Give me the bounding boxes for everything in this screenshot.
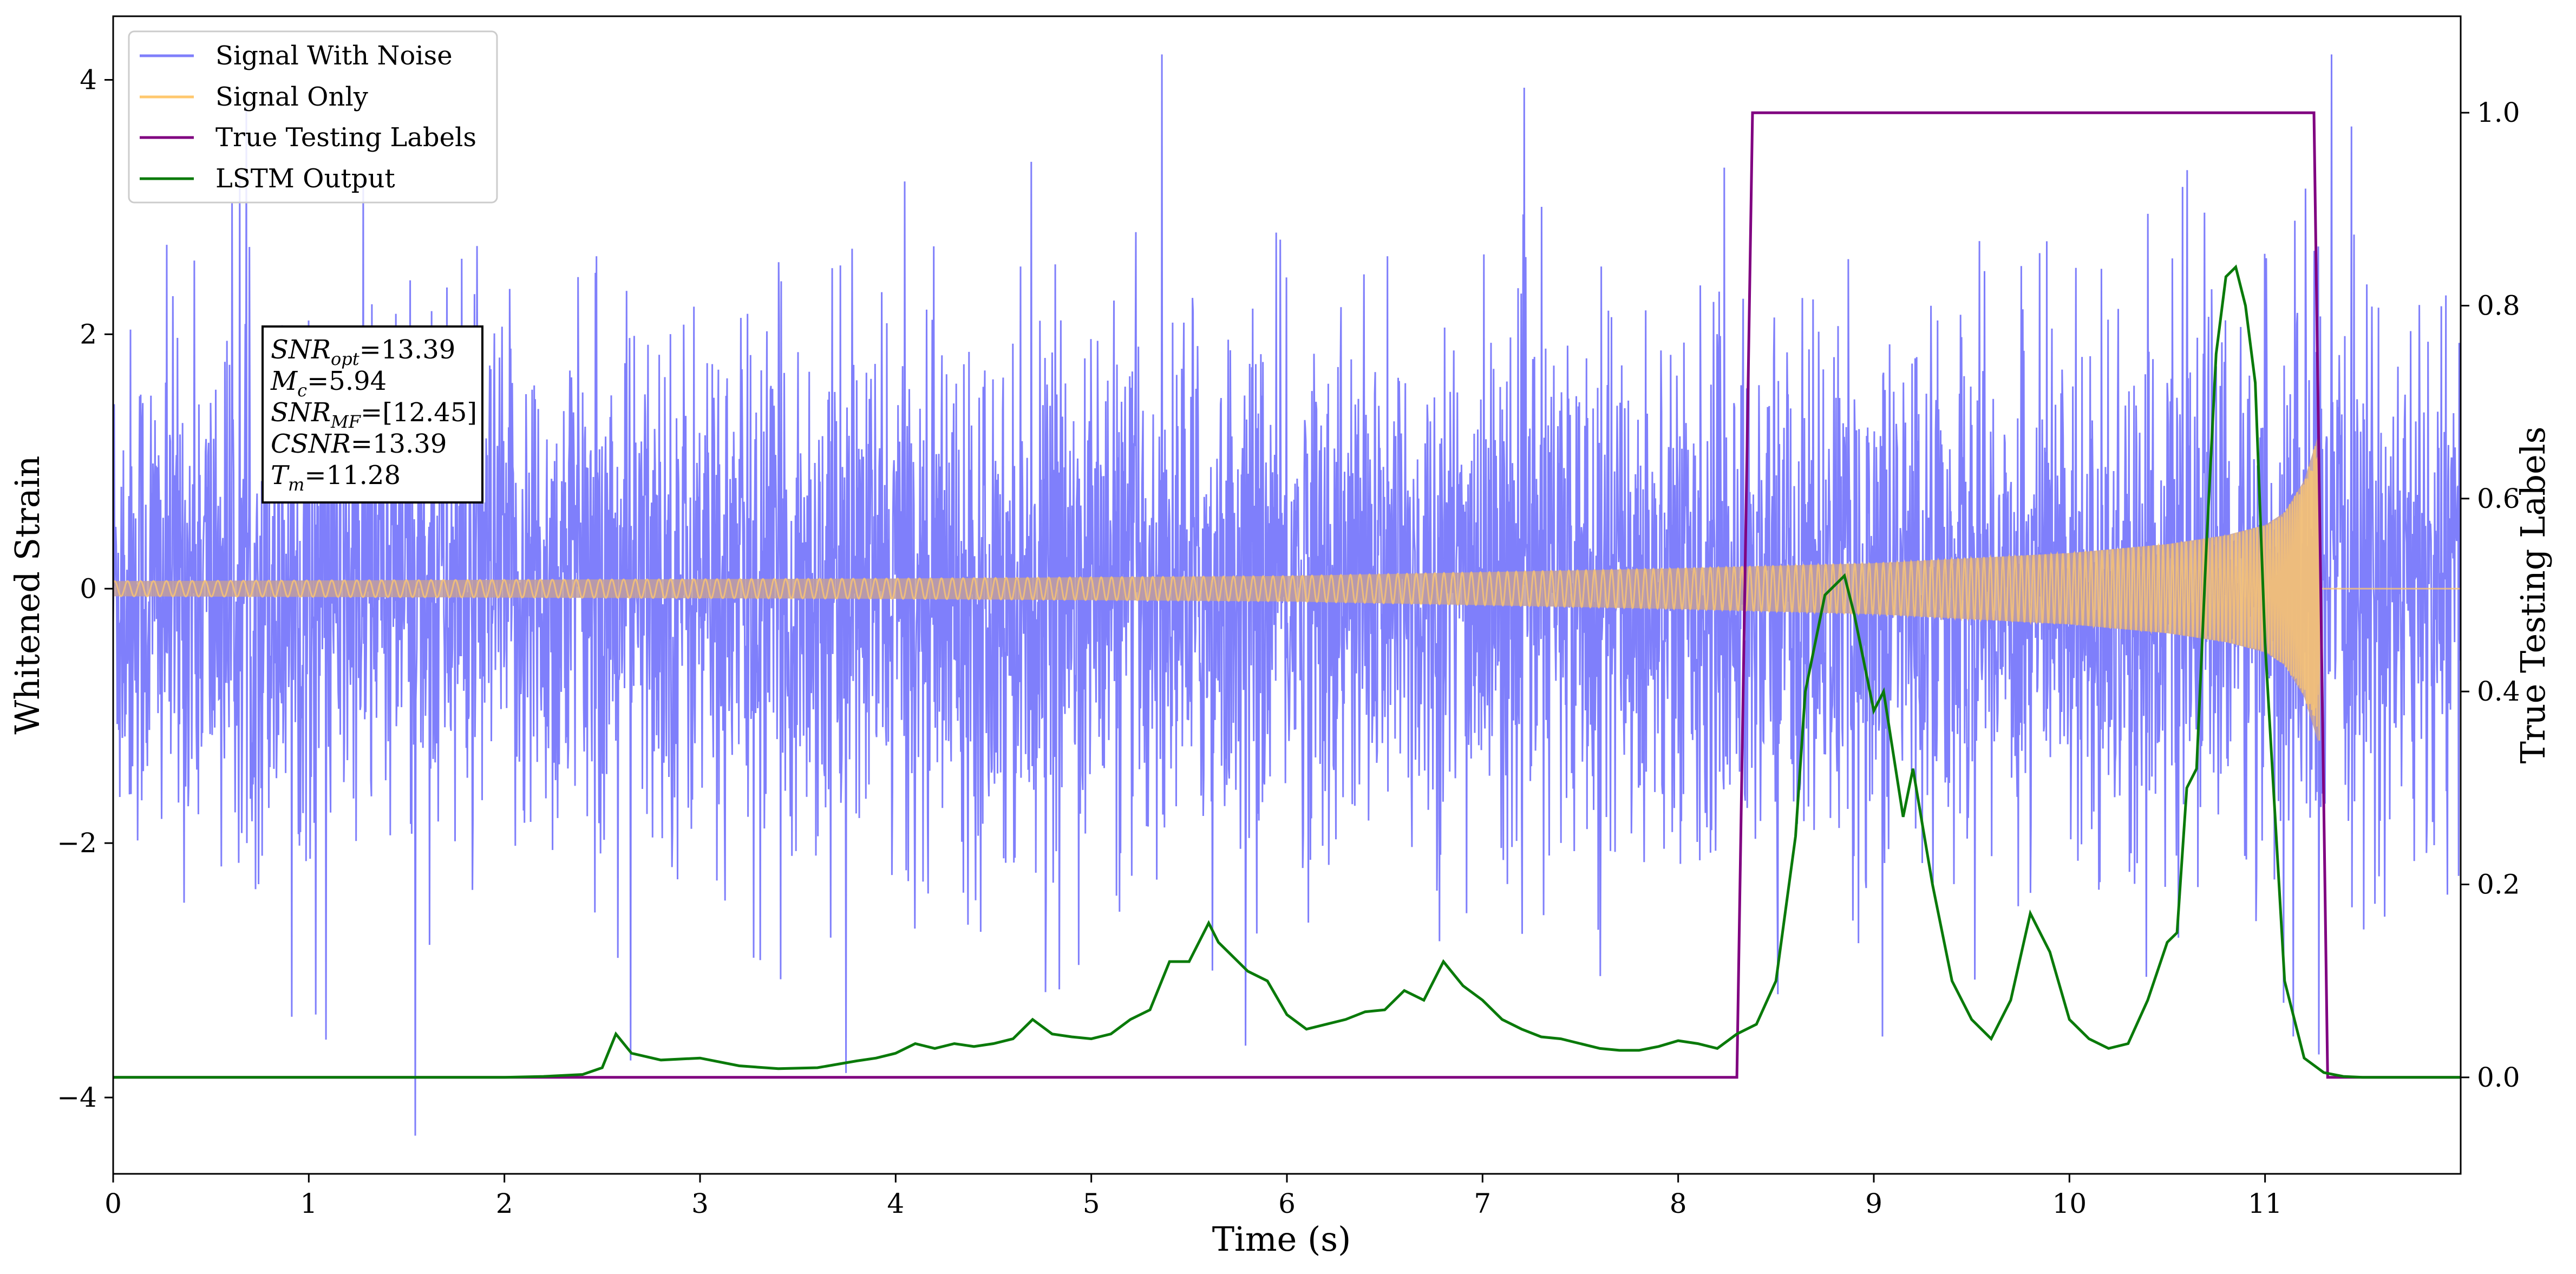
x-tick-label: 2 <box>496 1188 513 1219</box>
annotation-line-0: SNRopt=13.39 <box>271 335 455 369</box>
series-signal-with-noise <box>113 54 2461 1136</box>
series-signal-only-overlap <box>113 435 2324 743</box>
legend-label-true-testing-labels: True Testing Labels <box>215 122 476 153</box>
x-tick-label: 8 <box>1670 1188 1687 1219</box>
legend-label-signal-with-noise: Signal With Noise <box>215 41 453 71</box>
y-left-tick-label: −2 <box>57 827 97 859</box>
y-left-tick-label: 2 <box>80 318 97 350</box>
annotation-frame <box>261 325 483 504</box>
annotation-line-2: SNRMF=[12.45] <box>271 397 477 432</box>
x-tick-label: 6 <box>1278 1188 1296 1219</box>
y-right-tick-label: 0.8 <box>2477 290 2520 322</box>
y-left-tick-label: 4 <box>80 64 97 95</box>
x-tick-label: 9 <box>1865 1188 1882 1219</box>
x-tick-label: 4 <box>887 1188 904 1219</box>
legend: Signal With Noise Signal Only True Testi… <box>128 30 498 204</box>
annotation-box: SNRopt=13.39 Mc=5.94 SNRMF=[12.45] CSNR=… <box>261 325 483 504</box>
x-axis-title: Time (s) <box>1212 1219 1351 1259</box>
y-right-tick-label: 0.0 <box>2477 1062 2520 1093</box>
x-axis: 0 1 2 3 4 5 6 7 8 9 10 11 <box>104 1174 2282 1219</box>
legend-label-lstm-output: LSTM Output <box>215 164 395 194</box>
x-tick-label: 7 <box>1474 1188 1491 1219</box>
annotation-line-1: Mc=5.94 <box>270 366 387 401</box>
y-right-tick-label: 0.2 <box>2477 869 2520 900</box>
y-left-tick-label: 0 <box>80 573 97 604</box>
y-right-tick-label: 0.4 <box>2477 676 2520 707</box>
annotation-line-3: CSNR=13.39 <box>271 429 447 459</box>
legend-box <box>128 30 498 204</box>
y-axis-right: 0.0 0.2 0.4 0.6 0.8 1.0 <box>2461 97 2520 1093</box>
x-tick-label: 11 <box>2248 1188 2283 1219</box>
y-right-tick-label: 1.0 <box>2477 97 2520 128</box>
y-left-tick-label: −4 <box>57 1082 97 1113</box>
annotation-line-4: Tm=11.28 <box>271 460 401 495</box>
series-signal-only <box>113 433 2461 741</box>
x-tick-label: 5 <box>1083 1188 1100 1219</box>
x-tick-label: 0 <box>104 1188 122 1219</box>
x-tick-label: 10 <box>2052 1188 2087 1219</box>
legend-label-signal-only: Signal Only <box>215 82 368 112</box>
y-axis-right-title: True Testing Labels <box>2513 427 2553 764</box>
series-lstm-output <box>113 264 2461 1079</box>
x-tick-label: 3 <box>691 1188 709 1219</box>
y-axis-left-title: Whitened Strain <box>8 456 47 735</box>
y-axis-left: −4 −2 0 2 4 <box>57 64 113 1113</box>
x-tick-label: 1 <box>300 1188 317 1219</box>
y-right-tick-label: 0.6 <box>2477 483 2520 514</box>
